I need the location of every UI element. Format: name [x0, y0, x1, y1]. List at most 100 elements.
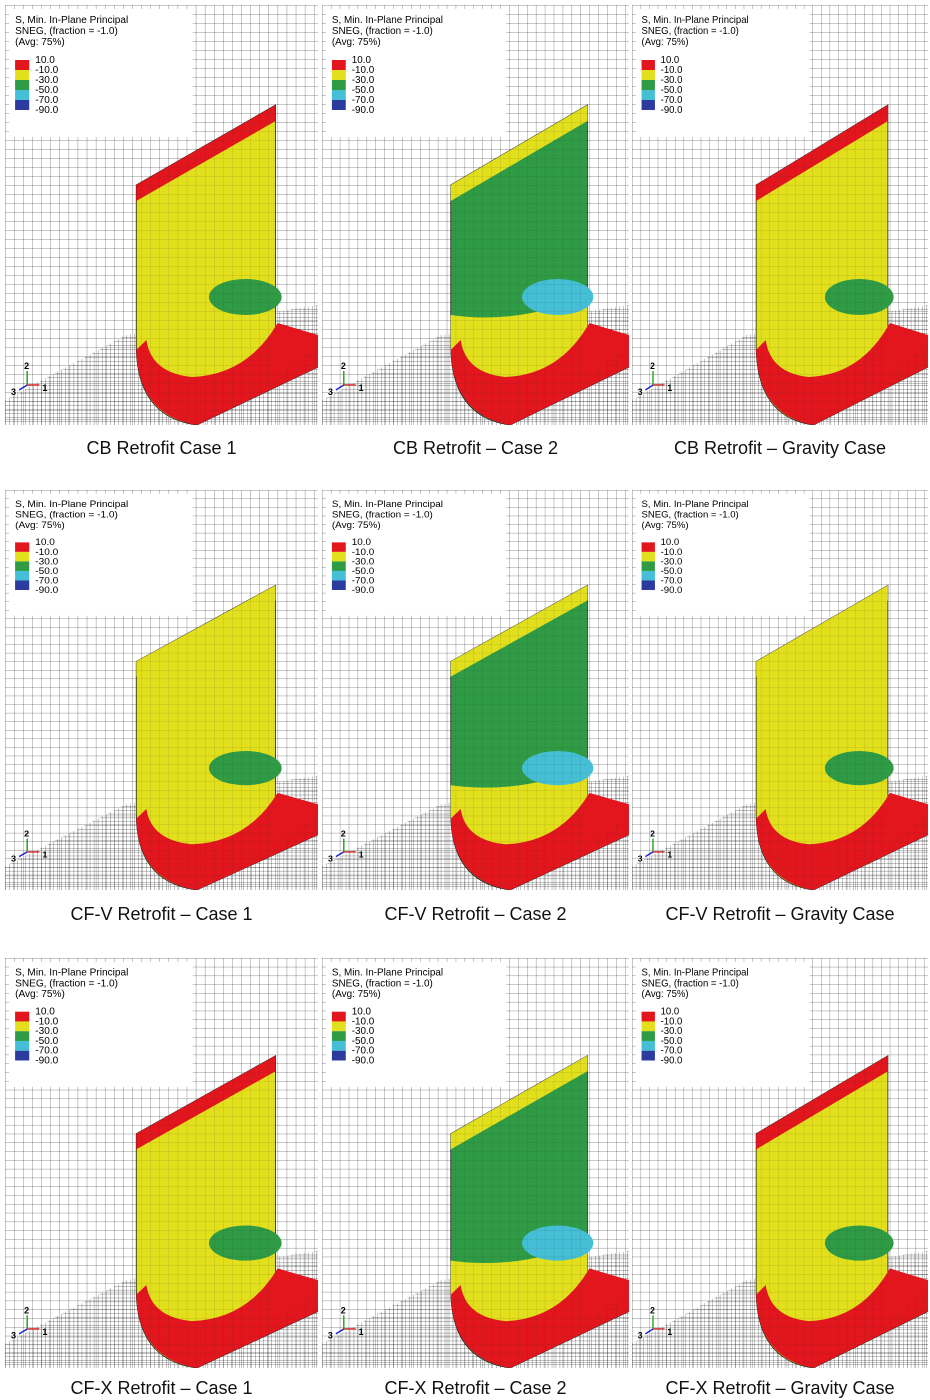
legend-level: -90.0 — [35, 585, 59, 596]
fe-panel: S, Min. In-Plane PrincipalSNEG, (fractio… — [322, 490, 629, 890]
legend-title: (Avg: 75%) — [332, 989, 381, 1000]
legend-swatch — [332, 552, 346, 562]
legend-swatch — [642, 1051, 655, 1061]
legend-swatch — [332, 580, 346, 590]
legend-swatch — [642, 542, 655, 552]
legend-level: -90.0 — [352, 105, 375, 116]
caption: CF-X Retrofit – Gravity Case — [632, 1378, 928, 1399]
legend-title: (Avg: 75%) — [642, 520, 689, 531]
triad-label: 2 — [650, 361, 655, 371]
triad-label: 1 — [667, 1327, 672, 1337]
legend-swatch — [642, 561, 655, 571]
triad-label: 1 — [42, 383, 47, 393]
legend-swatch — [642, 1041, 655, 1051]
triad-label: 1 — [359, 850, 364, 860]
caption: CF-V Retrofit – Gravity Case — [632, 904, 928, 925]
legend-swatch — [15, 571, 29, 581]
legend-swatch — [15, 100, 29, 110]
legend-swatch — [15, 542, 29, 552]
contour-plot: S, Min. In-Plane PrincipalSNEG, (fractio… — [632, 958, 928, 1368]
legend-title: SNEG, (fraction = -1.0) — [15, 978, 118, 989]
fe-panel: S, Min. In-Plane PrincipalSNEG, (fractio… — [322, 5, 629, 425]
triad-label: 2 — [341, 829, 346, 839]
legend-title: S, Min. In-Plane Principal — [642, 967, 749, 978]
triad-label: 3 — [638, 1331, 643, 1341]
legend-swatch — [15, 90, 29, 100]
caption: CF-V Retrofit – Case 2 — [322, 904, 629, 925]
figure: S, Min. In-Plane PrincipalSNEG, (fractio… — [0, 0, 930, 1400]
legend-title: (Avg: 75%) — [15, 37, 65, 48]
triad-label: 1 — [667, 383, 672, 393]
legend-swatch — [642, 90, 655, 100]
legend-swatch — [15, 60, 29, 70]
legend-swatch — [15, 580, 29, 590]
triad-label: 2 — [24, 829, 29, 839]
legend-swatch — [332, 571, 346, 581]
legend-swatch — [642, 571, 655, 581]
legend-swatch — [15, 561, 29, 571]
legend-swatch — [15, 1031, 29, 1041]
legend-swatch — [15, 1051, 29, 1061]
legend-swatch — [332, 70, 346, 80]
caption: CB Retrofit – Gravity Case — [632, 438, 928, 459]
triad-label: 2 — [341, 1305, 346, 1315]
legend-level: -90.0 — [35, 105, 58, 116]
legend-title: SNEG, (fraction = -1.0) — [642, 510, 739, 521]
legend-swatch — [642, 1031, 655, 1041]
legend-title: S, Min. In-Plane Principal — [332, 15, 443, 26]
legend-title: S, Min. In-Plane Principal — [15, 15, 128, 26]
triad-label: 2 — [24, 361, 29, 371]
legend-level: -90.0 — [661, 105, 683, 116]
legend-swatch — [642, 552, 655, 562]
legend-title: (Avg: 75%) — [15, 989, 65, 1000]
legend-swatch — [642, 70, 655, 80]
legend-swatch — [332, 1012, 346, 1022]
caption: CB Retrofit – Case 2 — [322, 438, 629, 459]
legend-title: S, Min. In-Plane Principal — [332, 968, 443, 979]
contour-plot: S, Min. In-Plane PrincipalSNEG, (fractio… — [322, 490, 629, 890]
legend-swatch — [15, 80, 29, 90]
legend-swatch — [332, 80, 346, 90]
legend-level: -90.0 — [352, 1055, 375, 1066]
triad-label: 3 — [11, 1331, 16, 1341]
legend-swatch — [332, 1051, 346, 1061]
legend-title: S, Min. In-Plane Principal — [15, 968, 128, 979]
legend-title: S, Min. In-Plane Principal — [332, 499, 443, 510]
legend-title: S, Min. In-Plane Principal — [15, 499, 128, 510]
triad-label: 2 — [24, 1305, 29, 1315]
triad-label: 2 — [650, 1305, 655, 1315]
legend-swatch — [642, 80, 655, 90]
legend-swatch — [332, 1031, 346, 1041]
triad-label: 3 — [328, 854, 333, 864]
legend-swatch — [332, 542, 346, 552]
legend-level: -90.0 — [35, 1056, 58, 1067]
legend-level: -90.0 — [661, 585, 683, 596]
caption: CF-X Retrofit – Case 1 — [5, 1378, 318, 1399]
triad-label: 1 — [359, 1327, 364, 1337]
legend-title: (Avg: 75%) — [332, 520, 381, 531]
caption: CB Retrofit Case 1 — [5, 438, 318, 459]
triad-label: 1 — [42, 1327, 47, 1337]
triad-label: 3 — [11, 387, 16, 397]
legend-swatch — [642, 100, 655, 110]
legend-title: SNEG, (fraction = -1.0) — [642, 26, 739, 37]
caption: CF-X Retrofit – Case 2 — [322, 1378, 629, 1399]
caption: CF-V Retrofit – Case 1 — [5, 904, 318, 925]
legend-swatch — [332, 1041, 346, 1051]
triad-label: 3 — [11, 854, 16, 864]
triad-label: 3 — [638, 387, 643, 397]
legend-swatch — [15, 1012, 29, 1022]
legend-swatch — [15, 1021, 29, 1031]
legend-title: S, Min. In-Plane Principal — [642, 15, 749, 26]
legend-swatch — [15, 552, 29, 562]
legend-swatch — [332, 60, 346, 70]
